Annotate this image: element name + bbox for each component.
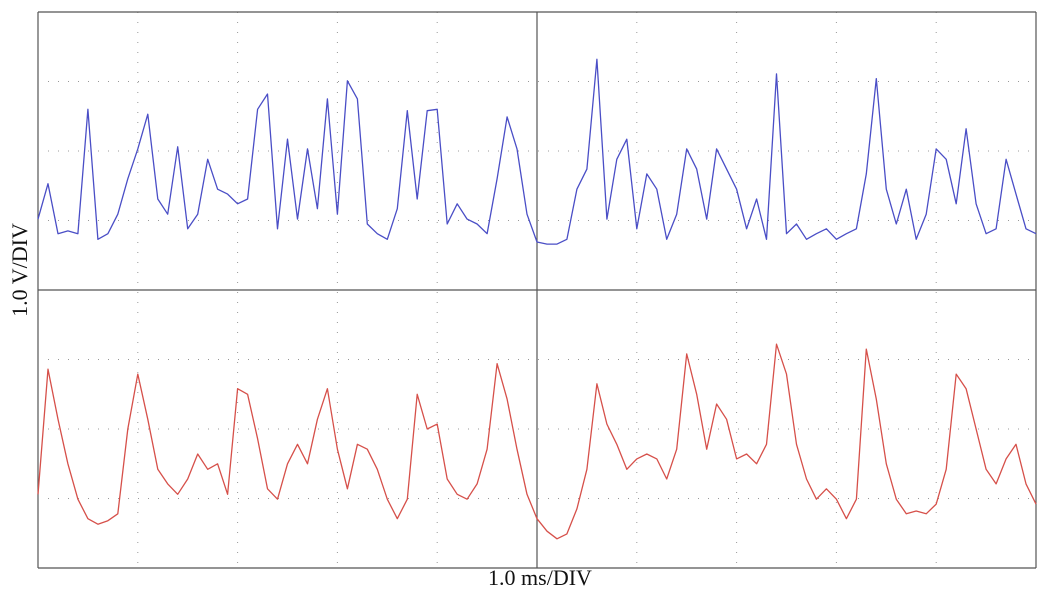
y-axis-label: 1.0 V/DIV (7, 223, 32, 317)
x-axis-label: 1.0 ms/DIV (488, 565, 592, 590)
trace (37, 58, 1037, 245)
trace (37, 343, 1037, 540)
